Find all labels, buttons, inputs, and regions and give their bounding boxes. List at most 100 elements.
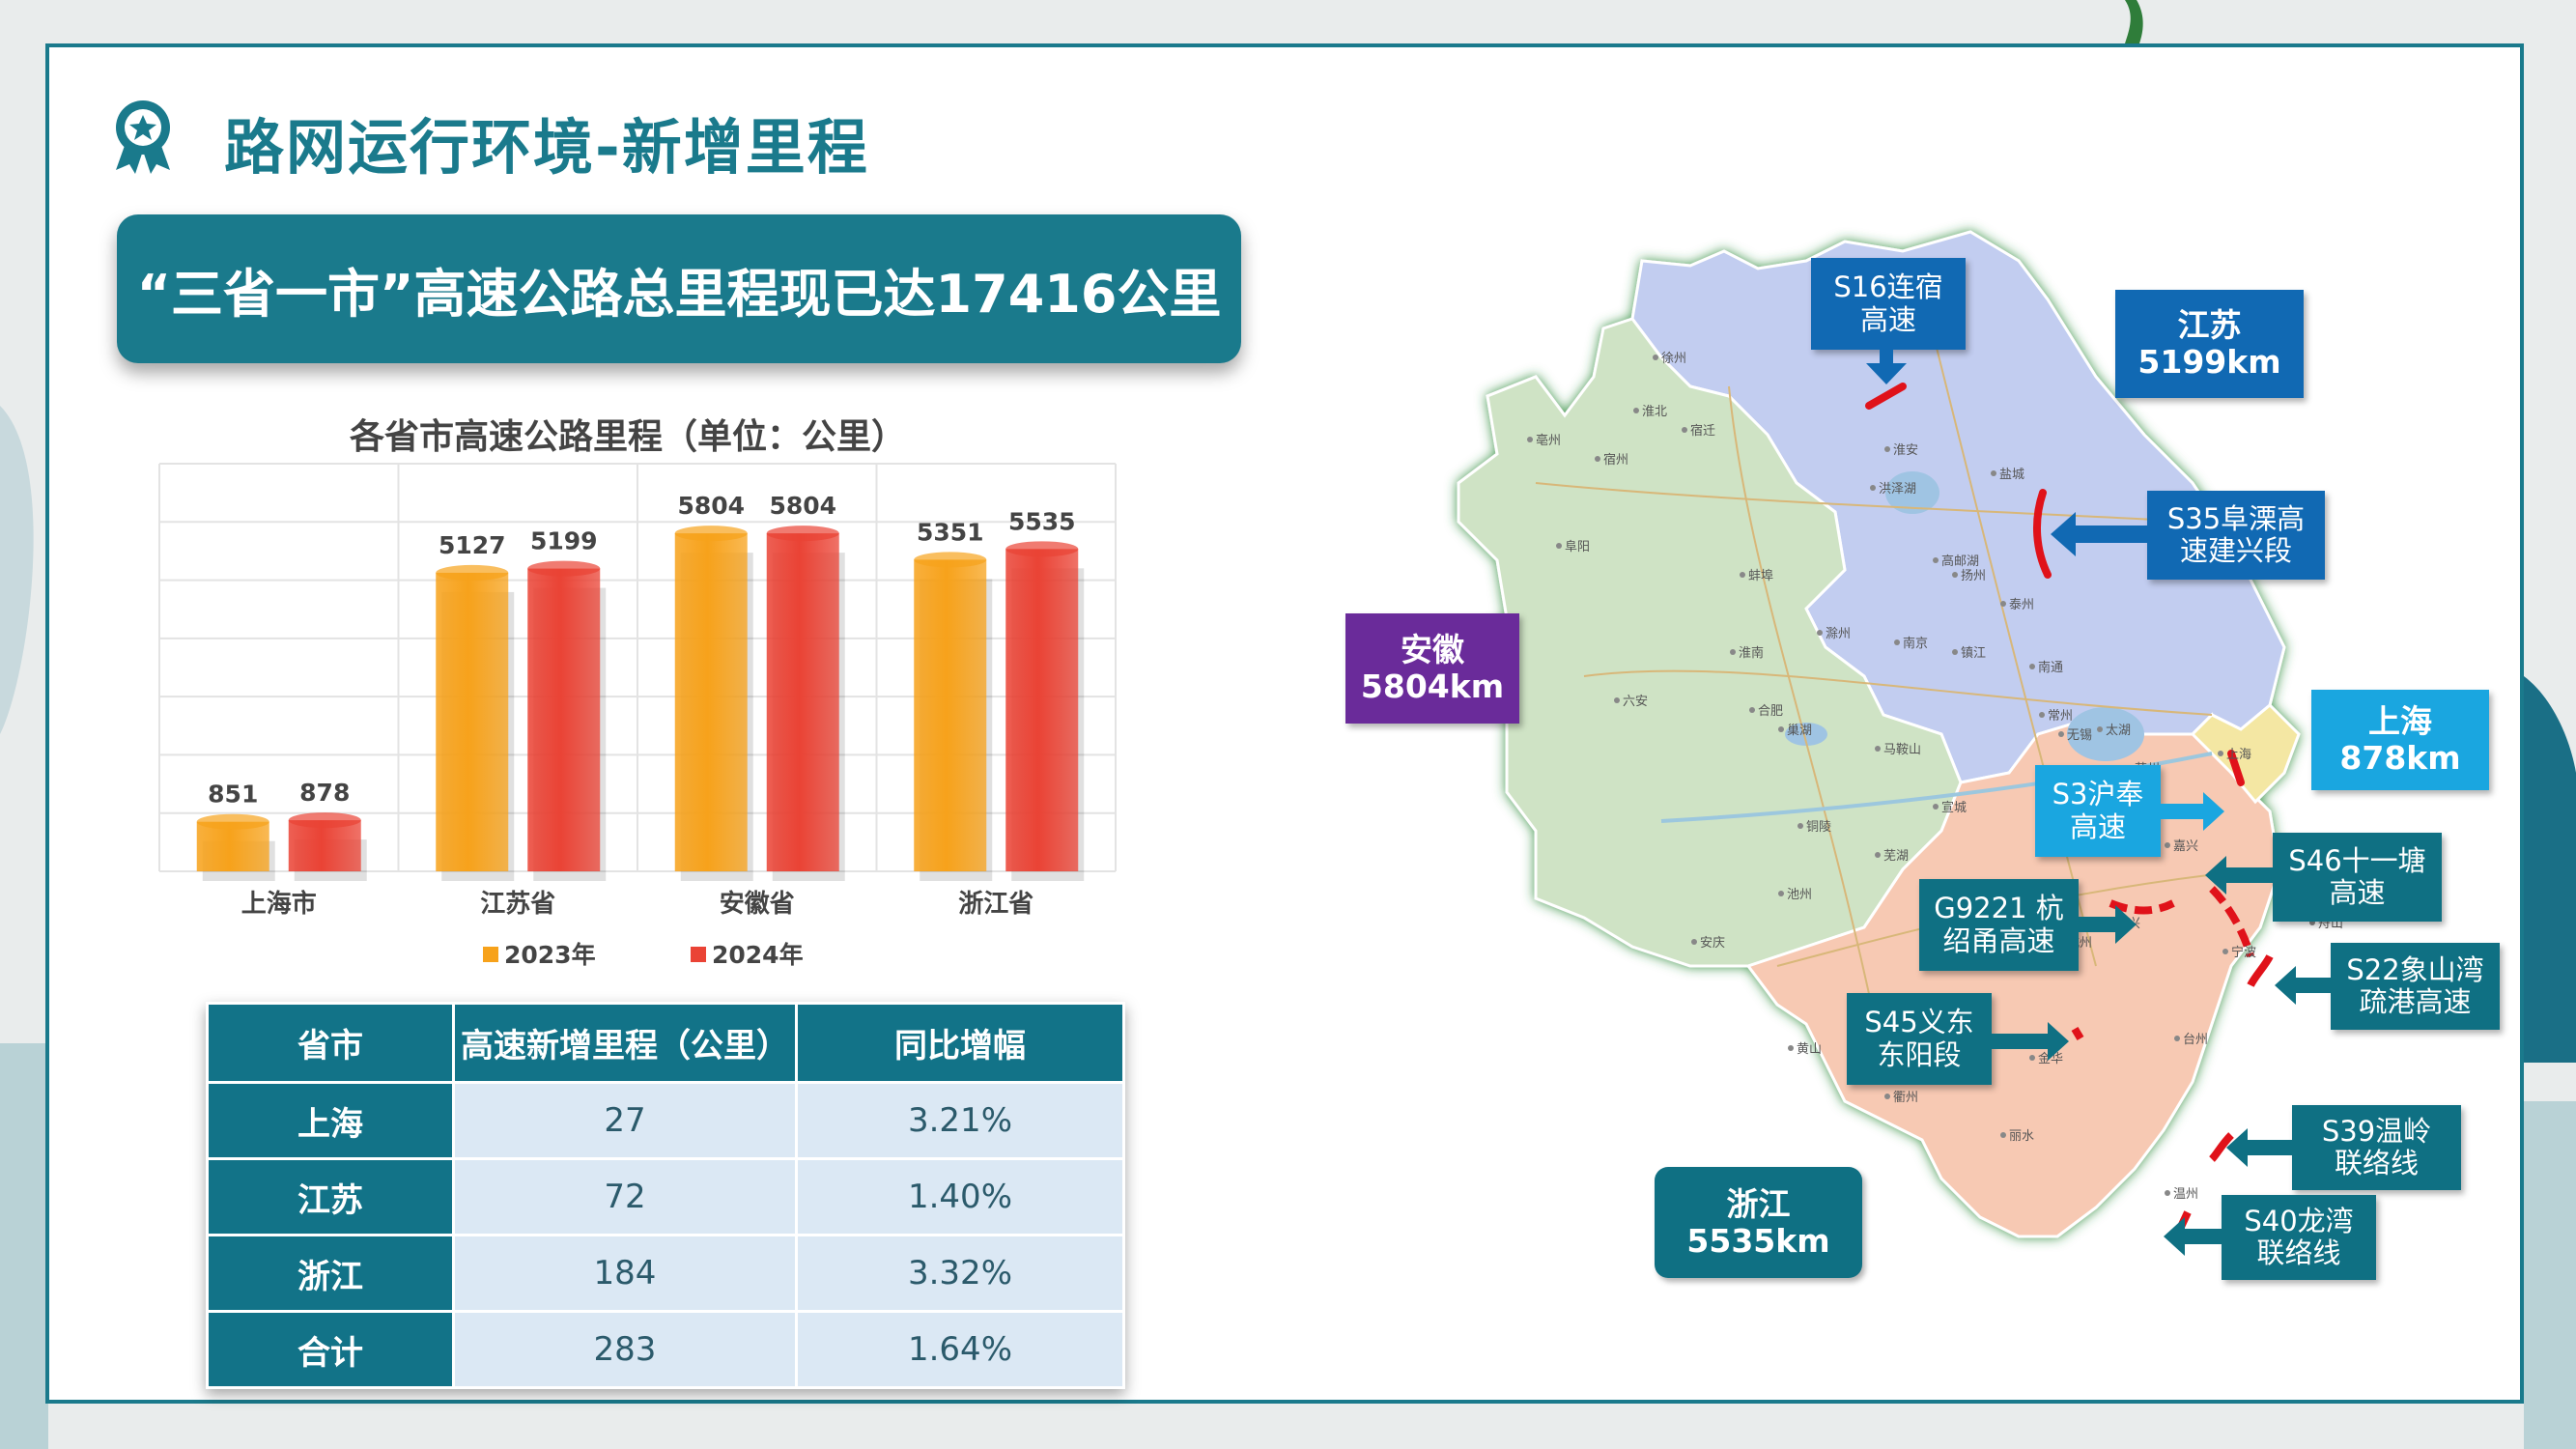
bar-2024年 <box>288 820 361 871</box>
anhui-region <box>1457 317 1963 968</box>
legend-swatch <box>691 947 706 962</box>
city-label: 丽水 <box>2009 1129 2034 1144</box>
bar-top <box>914 552 987 568</box>
anhui-callout: 安徽 5804km <box>1345 613 1519 724</box>
arrow-right-icon <box>2077 905 2137 944</box>
road-network-line <box>1583 669 2213 716</box>
city-dot <box>1875 746 1881 752</box>
city-label: 洪泽湖 <box>1879 482 1916 497</box>
city-dot <box>1527 437 1533 442</box>
row-added: 27 <box>452 1081 798 1160</box>
city-label: 淮南 <box>1739 645 1764 661</box>
city-dot <box>1817 630 1823 636</box>
city-dot <box>1952 572 1958 578</box>
city-dot <box>2165 1190 2170 1196</box>
city-dot <box>1933 557 1939 563</box>
column-header-added: 高速新增里程（公里） <box>452 1002 798 1084</box>
bar-top <box>766 526 839 542</box>
city-dot <box>1798 823 1803 829</box>
city-label: 泰州 <box>2009 598 2034 612</box>
city-dot <box>2000 1132 2006 1138</box>
bar-2024年 <box>1005 549 1079 871</box>
city-dot <box>1875 852 1881 858</box>
column-header-province: 省市 <box>206 1002 455 1084</box>
total-mileage-banner: “三省一市”高速公路总里程现已达17416公里 <box>117 214 1241 363</box>
city-dot <box>2165 842 2170 848</box>
table-row: 江苏 72 1.40% <box>206 1157 1125 1236</box>
data-label: 5127 <box>439 531 506 559</box>
legend-swatch <box>483 947 498 962</box>
data-label: 5804 <box>677 492 745 520</box>
s39-callout: S39温岭 联络线 <box>2292 1105 2461 1190</box>
city-label: 蚌埠 <box>1748 569 1773 583</box>
category-label: 上海市 <box>241 889 317 919</box>
row-added: 283 <box>452 1310 798 1389</box>
s16-callout: S16连宿 高速 <box>1811 258 1966 350</box>
table-row: 浙江 184 3.32% <box>206 1234 1125 1313</box>
city-label: 亳州 <box>1536 433 1561 448</box>
city-label: 上海 <box>2226 748 2251 762</box>
row-growth: 3.32% <box>795 1234 1125 1313</box>
table-header-row: 省市 高速新增里程（公里） 同比增幅 <box>206 1002 1125 1084</box>
city-label: 宣城 <box>1941 800 1967 815</box>
arrow-right-icon <box>2161 792 2224 831</box>
city-dot <box>1740 572 1745 578</box>
s22-callout: S22象山湾 疏港高速 <box>2331 943 2500 1030</box>
arrow-left-icon <box>2275 966 2333 1005</box>
row-province: 浙江 <box>206 1234 455 1313</box>
city-dot <box>2222 949 2228 954</box>
bar-top <box>674 526 748 542</box>
lake-shape <box>2067 707 2144 761</box>
city-label: 巢湖 <box>1787 724 1812 738</box>
city-label: 常州 <box>2048 709 2073 724</box>
lake-shape <box>1885 471 1939 514</box>
city-label: 衢州 <box>1893 1091 1918 1105</box>
city-dot <box>1788 1045 1794 1051</box>
new-mileage-table: 省市 高速新增里程（公里） 同比增幅 上海 27 3.21% 江苏 72 1.4… <box>206 1002 1125 1389</box>
bar-top <box>288 812 361 829</box>
road-network-line <box>1535 482 2194 523</box>
city-dot <box>1556 543 1562 549</box>
city-dot <box>1991 470 1996 476</box>
new-road-s16 <box>1865 383 1907 410</box>
city-dot <box>2039 712 2045 718</box>
city-label: 宿迁 <box>1690 423 1715 439</box>
s35-callout: S35阜溧高 速建兴段 <box>2147 491 2325 580</box>
city-label: 宿州 <box>1603 452 1628 468</box>
city-label: 淮安 <box>1893 443 1918 458</box>
data-label: 5351 <box>917 518 984 546</box>
new-road-s39 <box>2209 1132 2234 1162</box>
s3-callout: S3沪奉 高速 <box>2035 765 2161 857</box>
category-label: 江苏省 <box>480 890 555 919</box>
city-dot <box>2174 1036 2180 1041</box>
category-label: 浙江省 <box>958 890 1033 919</box>
column-header-growth: 同比增幅 <box>795 1002 1125 1084</box>
bar-top <box>527 560 601 577</box>
bar-top <box>1005 541 1079 557</box>
city-label: 黄山 <box>1797 1042 1822 1057</box>
city-dot <box>1933 804 1939 810</box>
city-label: 徐州 <box>1661 352 1686 366</box>
bar-top <box>436 564 509 581</box>
arrow-down-icon <box>1866 348 1907 384</box>
arrow-left-icon <box>2164 1217 2223 1256</box>
city-label: 池州 <box>1787 888 1812 902</box>
bar-2023年 <box>196 821 269 871</box>
new-road-s22 <box>2247 954 2274 987</box>
city-dot <box>1870 485 1876 491</box>
data-label: 5804 <box>769 492 836 520</box>
city-label: 镇江 <box>1961 646 1986 661</box>
city-label: 南通 <box>2038 660 2063 675</box>
award-ribbon-icon <box>116 100 170 174</box>
city-dot <box>2029 1055 2035 1061</box>
row-added: 72 <box>452 1157 798 1236</box>
city-dot <box>2029 664 2035 669</box>
legend-label: 2023年 <box>504 941 596 969</box>
city-label: 高邮湖 <box>1941 554 1979 569</box>
arrow-right-icon <box>1990 1022 2069 1061</box>
city-dot <box>1952 649 1958 655</box>
city-dot <box>2058 731 2064 737</box>
new-road-s46 <box>2209 886 2254 958</box>
city-label: 宁波 <box>2231 945 2256 960</box>
